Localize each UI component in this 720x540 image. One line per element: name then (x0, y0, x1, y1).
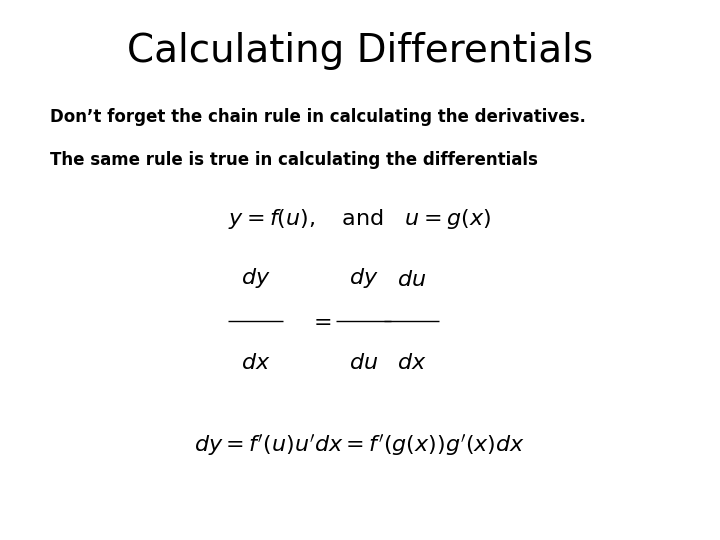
Text: $dy$: $dy$ (348, 266, 379, 290)
Text: $=$: $=$ (309, 311, 332, 332)
Text: Calculating Differentials: Calculating Differentials (127, 32, 593, 70)
Text: $dy$: $dy$ (240, 266, 271, 290)
Text: Don’t forget the chain rule in calculating the derivatives.: Don’t forget the chain rule in calculati… (50, 108, 586, 126)
Text: $du$: $du$ (397, 270, 426, 290)
Text: $dx$: $dx$ (241, 353, 270, 373)
Text: $y = f(u), \quad \mathrm{and} \quad u = g(x)$: $y = f(u), \quad \mathrm{and} \quad u = … (228, 207, 492, 231)
Text: $dy = f'(u)u'dx = f'(g(x))g'(x)dx$: $dy = f'(u)u'dx = f'(g(x))g'(x)dx$ (194, 433, 526, 458)
Text: $dx$: $dx$ (397, 353, 426, 373)
Text: $du$: $du$ (349, 353, 378, 373)
Text: The same rule is true in calculating the differentials: The same rule is true in calculating the… (50, 151, 539, 169)
